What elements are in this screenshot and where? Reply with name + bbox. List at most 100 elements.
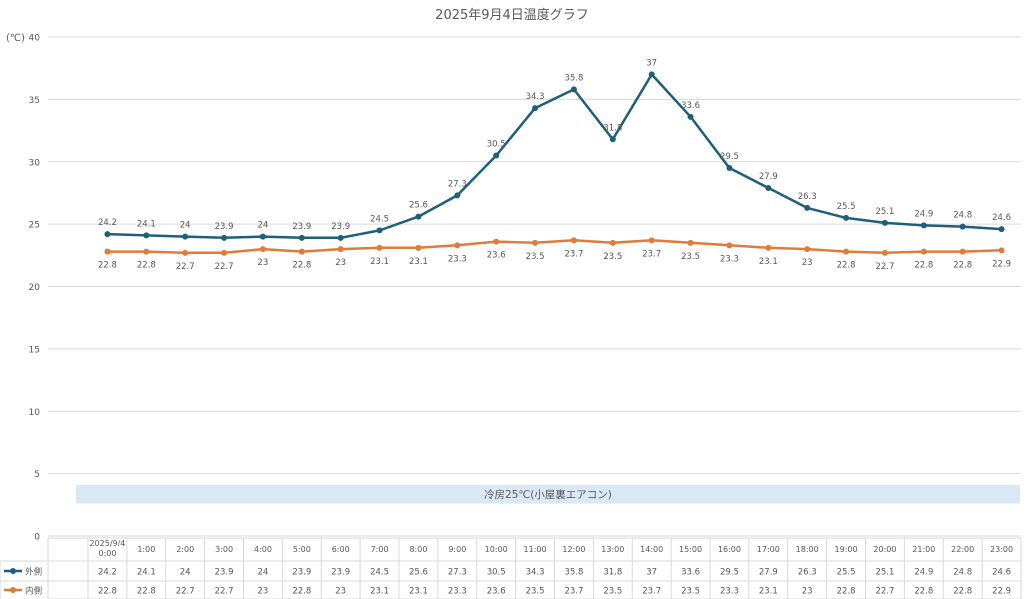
x-category-label: 21:00 (912, 545, 935, 554)
data-point (726, 164, 733, 171)
data-label: 23.3 (720, 254, 739, 264)
y-tick-label: 25 (29, 221, 40, 231)
data-label: 34.3 (526, 92, 545, 102)
chart-title: 2025年9月4日温度グラフ (435, 7, 589, 23)
data-point (454, 242, 461, 249)
data-label: 24 (258, 221, 269, 231)
data-label: 22.8 (292, 261, 311, 271)
x-category-label: 6:00 (332, 545, 350, 554)
table-cell: 24.1 (137, 568, 156, 578)
data-point (881, 249, 888, 256)
table-cell: 24.8 (953, 568, 972, 578)
x-category-label: 18:00 (796, 545, 819, 554)
table-cell: 27.3 (448, 568, 467, 578)
x-category-label: 8:00 (409, 545, 427, 554)
data-point (104, 231, 111, 238)
data-label: 29.5 (720, 152, 739, 162)
data-point (376, 227, 383, 234)
table-cell: 23.1 (759, 587, 778, 597)
table-cell: 23.1 (370, 587, 389, 597)
table-cell: 29.5 (720, 568, 739, 578)
data-point (765, 184, 772, 191)
table-cell: 23.9 (215, 568, 234, 578)
table-cell: 22.8 (292, 587, 311, 597)
data-label: 31.8 (603, 123, 622, 133)
data-label: 22.7 (875, 262, 894, 272)
x-category-label: 16:00 (718, 545, 741, 554)
data-label: 30.5 (487, 140, 506, 150)
x-category-label: 15:00 (679, 545, 702, 554)
data-point (143, 232, 150, 239)
table-cell: 22.7 (176, 587, 195, 597)
data-label: 22.7 (215, 262, 234, 272)
data-label: 22.9 (992, 259, 1011, 269)
table-cell: 23.7 (564, 587, 583, 597)
data-label: 35.8 (564, 73, 583, 83)
table-cell: 25.6 (409, 568, 428, 578)
data-point (920, 248, 927, 255)
data-label: 23.7 (564, 249, 583, 259)
data-point (259, 233, 266, 240)
data-point (337, 234, 344, 241)
table-cell: 23.3 (720, 587, 739, 597)
x-category-label: 3:00 (215, 545, 233, 554)
data-label: 26.3 (798, 192, 817, 202)
x-category-label: 2:00 (176, 545, 194, 554)
x-category-label: 17:00 (757, 545, 780, 554)
table-cell: 34.3 (526, 568, 545, 578)
y-axis-ticks: 0 5 10 15 20 25 30 35 40 (29, 34, 41, 543)
y-tick-label: 40 (29, 34, 41, 44)
x-category-label: 14:00 (640, 545, 663, 554)
series-group: 24.2 24.1 24 23.9 24 23.9 23.9 24.5 25.6 27.3 30.5… (98, 58, 1011, 271)
data-point (298, 248, 305, 255)
data-point (454, 192, 461, 199)
table-cell: 24.6 (992, 568, 1011, 578)
data-label: 24.5 (370, 214, 389, 224)
data-label: 27.3 (448, 179, 467, 189)
table-cell: 22.7 (875, 587, 894, 597)
data-label: 23.1 (409, 257, 428, 267)
table-cell: 22.8 (837, 587, 856, 597)
table-cell: 22.8 (953, 587, 972, 597)
data-label: 22.8 (837, 261, 856, 271)
x-category-label: 9:00 (448, 545, 466, 554)
legend-label: 内側 (25, 586, 42, 597)
x-category-label-line2: 0:00 (98, 549, 116, 558)
data-label: 24 (180, 221, 191, 231)
legend-key-marker (10, 587, 16, 593)
table-cell: 24.2 (98, 568, 117, 578)
data-point (998, 226, 1005, 233)
table-cell: 24 (180, 568, 191, 578)
data-point (376, 244, 383, 251)
table-cell: 22.7 (215, 587, 234, 597)
data-point (415, 244, 422, 251)
data-point (570, 237, 577, 244)
data-point (104, 248, 111, 255)
y-tick-label: 5 (34, 470, 40, 480)
data-label: 23.5 (526, 252, 545, 262)
x-category-label: 5:00 (293, 545, 311, 554)
data-label: 23 (258, 258, 269, 268)
data-point (259, 246, 266, 253)
data-label: 23.1 (370, 257, 389, 267)
x-category-label: 13:00 (601, 545, 624, 554)
data-label: 22.8 (98, 261, 117, 271)
table-cell: 23.5 (681, 587, 700, 597)
x-category-label: 11:00 (524, 545, 547, 554)
y-tick-label: 20 (29, 283, 41, 293)
x-category-label: 7:00 (371, 545, 389, 554)
table-cell: 24 (258, 568, 269, 578)
data-label: 24.6 (992, 213, 1011, 223)
table-cell: 23.9 (292, 568, 311, 578)
data-point (143, 248, 150, 255)
data-point (843, 214, 850, 221)
x-category-label: 19:00 (835, 545, 858, 554)
data-label: 24.8 (953, 211, 972, 221)
data-label: 23.9 (292, 222, 311, 232)
table-cell: 22.9 (992, 587, 1011, 597)
y-axis-unit-label: (℃) (6, 33, 25, 44)
data-point (726, 242, 733, 249)
data-point (609, 136, 616, 143)
data-point (415, 213, 422, 220)
table-cell: 23.1 (409, 587, 428, 597)
